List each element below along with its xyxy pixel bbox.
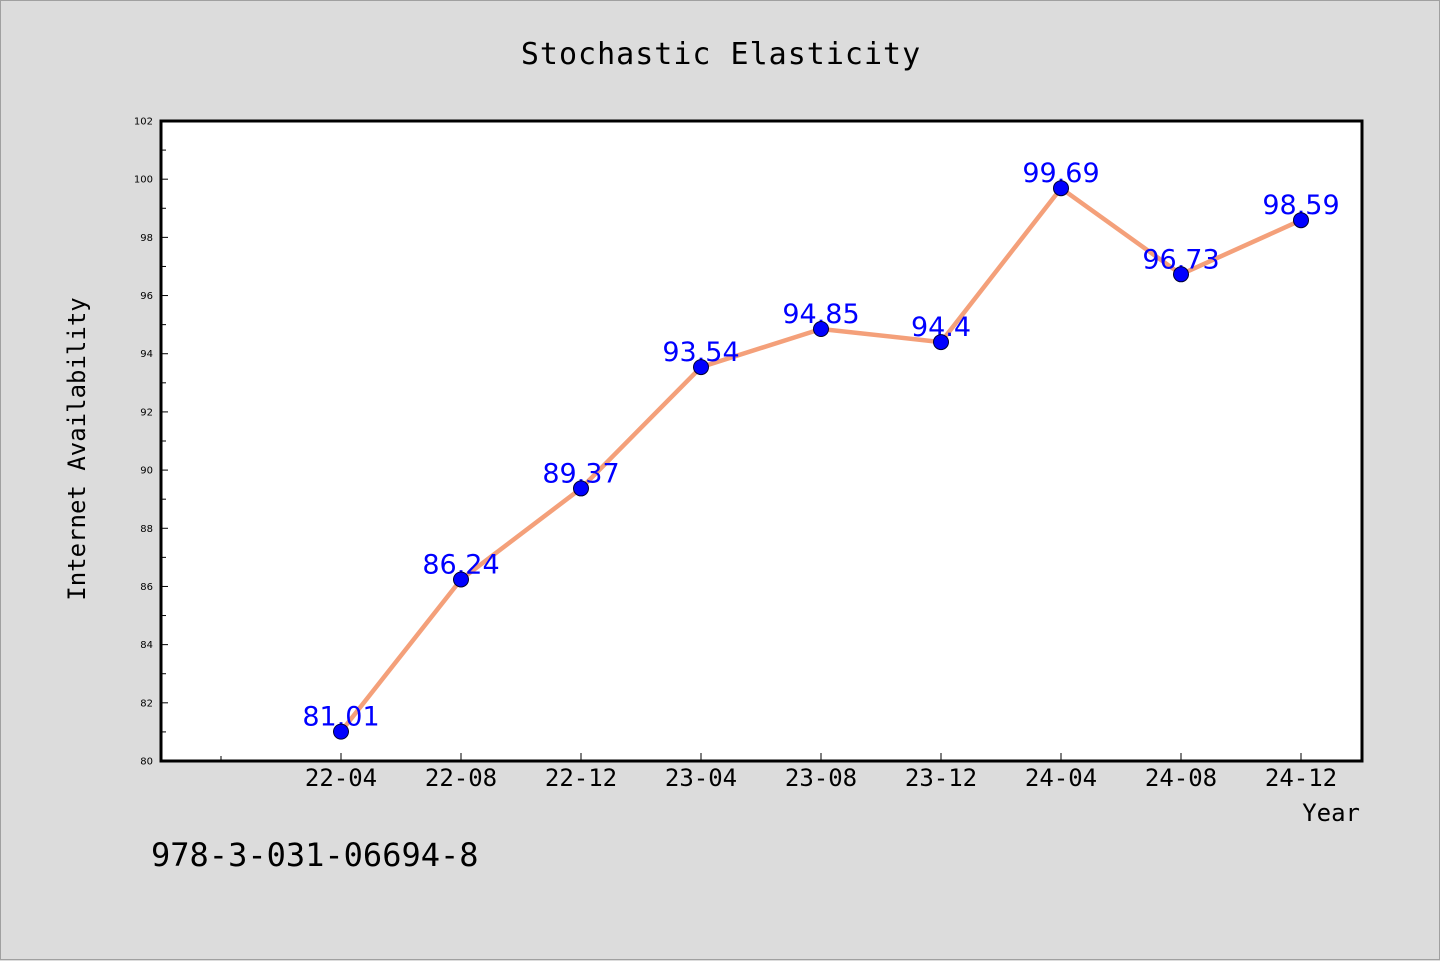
y-tick-label: 86 <box>140 582 153 593</box>
y-tick-label: 102 <box>134 117 153 128</box>
x-tick-label: 24-08 <box>1145 764 1217 792</box>
data-point <box>1053 180 1069 197</box>
y-tick-label: 82 <box>140 698 153 709</box>
x-tick-label: 22-12 <box>545 764 617 792</box>
footer-code: 978-3-031-06694-8 <box>151 836 479 874</box>
y-tick-label: 100 <box>134 175 153 186</box>
data-point <box>573 480 589 497</box>
y-tick-label: 98 <box>140 233 153 244</box>
y-tick-label: 80 <box>140 757 153 768</box>
y-tick-label: 94 <box>140 349 153 360</box>
data-point <box>693 359 709 376</box>
chart-title: Stochastic Elasticity <box>521 37 921 72</box>
data-point <box>333 723 349 740</box>
data-point <box>813 321 829 337</box>
y-tick-label: 92 <box>140 407 153 418</box>
y-axis-label: Internet Availability <box>63 297 91 600</box>
x-tick-label: 22-08 <box>425 764 497 792</box>
x-tick-label: 22-04 <box>305 764 377 792</box>
data-point <box>933 334 949 351</box>
plot-area <box>161 121 1362 761</box>
y-tick-label: 84 <box>140 640 153 651</box>
x-axis-ticks: 22-04 22-08 22-12 23-04 23-08 23-12 24-04 24-08… <box>220 753 1337 792</box>
y-axis-ticks: 80 82 84 86 88 90 92 94 96 98 100 102 <box>134 117 168 768</box>
plot-border <box>159 119 1364 763</box>
data-point <box>1293 212 1309 229</box>
x-tick-label: 23-08 <box>785 764 857 792</box>
data-point <box>453 571 469 588</box>
y-tick-label: 88 <box>140 524 153 535</box>
x-tick-label: 24-04 <box>1025 764 1097 792</box>
x-tick-label: 23-04 <box>665 764 737 792</box>
x-tick-label: 23-12 <box>905 764 977 792</box>
y-tick-label: 90 <box>140 466 153 477</box>
data-point <box>1173 266 1189 283</box>
y-tick-label: 96 <box>140 291 153 302</box>
x-tick-label: 24-12 <box>1265 764 1337 792</box>
x-axis-label: Year <box>1302 799 1360 827</box>
